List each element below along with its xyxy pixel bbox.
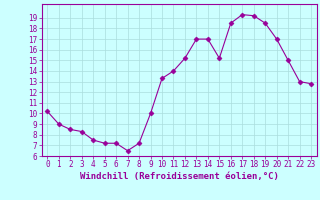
X-axis label: Windchill (Refroidissement éolien,°C): Windchill (Refroidissement éolien,°C) [80,172,279,181]
